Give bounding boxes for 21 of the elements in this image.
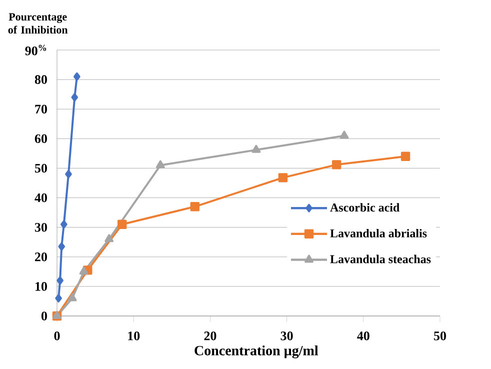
x-tick-label: 10 — [128, 332, 140, 340]
y-tick-label: 10 — [36, 282, 47, 291]
x-tick-label: 30 — [280, 332, 293, 340]
y-tick-label: 90$^{%}$ — [25, 44, 46, 56]
y-tick-label: 70 — [35, 104, 47, 114]
y-axis-title: Pourcentage of Inhibition — [8, 13, 68, 34]
y-tick-label: 20 — [35, 252, 47, 262]
x-tick-label: 0 — [54, 332, 60, 340]
legend-label: Lavandula abrialis — [330, 228, 427, 238]
legend-label: Lavandula steachas — [330, 254, 431, 264]
y-tick-label: 30 — [34, 222, 47, 232]
y-tick-label: 50 — [34, 164, 47, 173]
y-tick-label: 80 — [34, 75, 47, 84]
x-tick-label: 20 — [204, 332, 216, 340]
y-tick-label: 40 — [34, 193, 47, 202]
x-tick-label: 50 — [434, 332, 446, 340]
y-tick-label: 0 — [41, 312, 47, 320]
y-tick-label: 60 — [34, 134, 47, 144]
legend-label: Ascorbic acid — [330, 203, 400, 212]
x-tick-label: 40 — [357, 332, 370, 340]
x-axis-title: Concentration µg/ml — [194, 345, 318, 358]
